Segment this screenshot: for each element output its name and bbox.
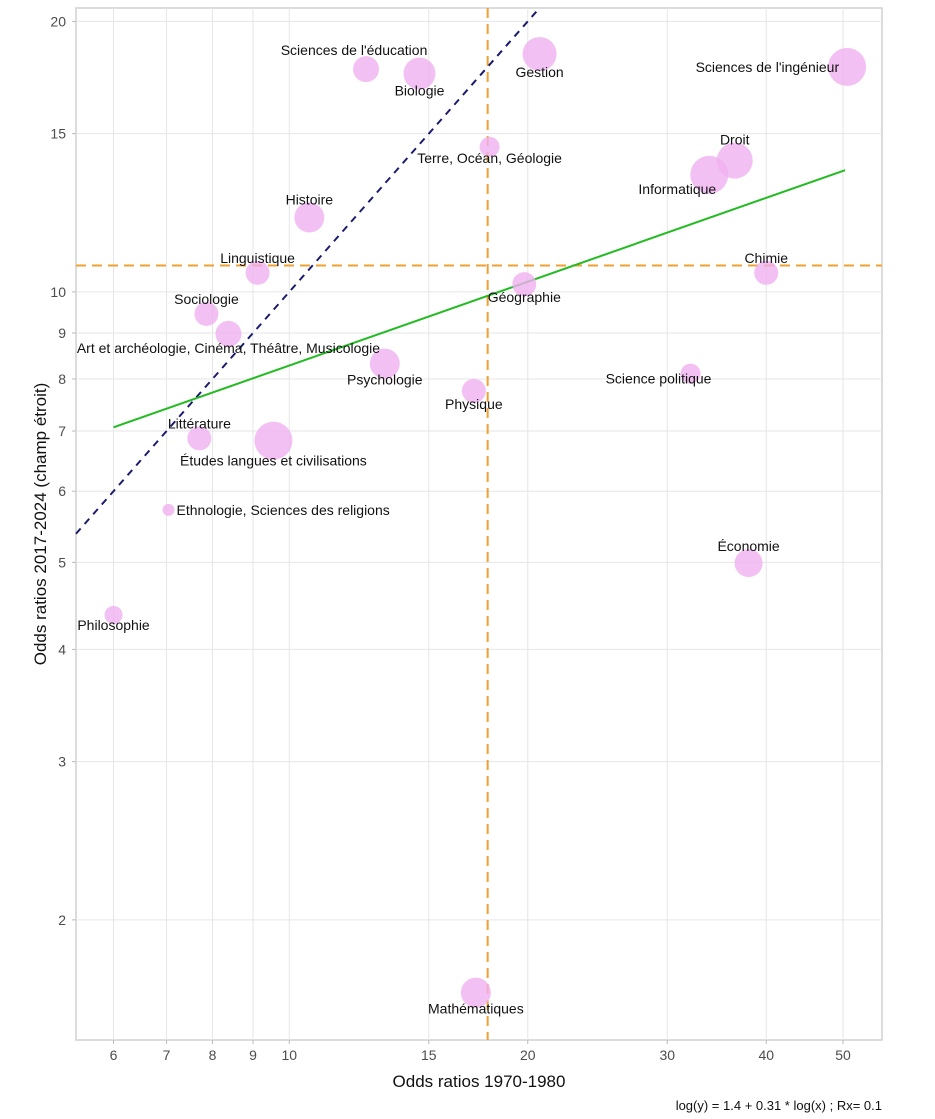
point-label: Linguistique xyxy=(220,250,295,266)
point-label: Littérature xyxy=(168,415,231,431)
data-point xyxy=(353,56,380,83)
x-tick-label: 15 xyxy=(421,1047,437,1063)
data-point xyxy=(162,503,175,516)
y-axis-title: Odds ratios 2017-2024 (champ étroit) xyxy=(31,383,50,666)
data-point xyxy=(403,57,436,90)
point-label: Sciences de l'ingénieur xyxy=(696,59,840,75)
x-tick-label: 20 xyxy=(520,1047,536,1063)
x-tick-label: 7 xyxy=(163,1047,171,1063)
point-label: Histoire xyxy=(286,192,334,208)
data-point xyxy=(194,301,219,326)
data-points xyxy=(104,36,867,1008)
data-point xyxy=(104,605,123,624)
data-point xyxy=(522,36,557,71)
y-tick-label: 15 xyxy=(50,126,66,142)
y-tick-label: 8 xyxy=(58,371,66,387)
y-tick-label: 10 xyxy=(50,284,66,300)
data-point xyxy=(461,378,486,403)
data-point xyxy=(690,155,729,194)
plot-background xyxy=(75,7,883,1041)
data-point xyxy=(187,426,212,451)
y-tick-label: 5 xyxy=(58,554,66,570)
data-point xyxy=(828,47,867,86)
point-label: Physique xyxy=(445,396,503,412)
y-tick-label: 6 xyxy=(58,483,66,499)
y-tick-label: 20 xyxy=(50,13,66,29)
point-label: Informatique xyxy=(638,181,716,197)
point-label: Mathématiques xyxy=(428,1001,524,1017)
data-point xyxy=(245,260,270,285)
data-point xyxy=(479,136,500,157)
x-tick-label: 6 xyxy=(110,1047,118,1063)
data-point xyxy=(369,348,400,379)
point-label: Gestion xyxy=(515,64,563,80)
point-label: Économie xyxy=(717,538,779,554)
point-label: Terre, Océan, Géologie xyxy=(417,150,562,166)
point-labels: Sciences de l'éducation Biologie Gestion Sc… xyxy=(77,42,840,1016)
y-tick-label: 9 xyxy=(58,325,66,341)
y-tick-label: 3 xyxy=(58,754,66,770)
x-tick-label: 9 xyxy=(249,1047,257,1063)
point-label: Art et archéologie, Cinéma, Théâtre, Mus… xyxy=(77,340,380,356)
y-tick-label: 4 xyxy=(58,641,66,657)
y-tick-label: 2 xyxy=(58,912,66,928)
data-point xyxy=(460,977,491,1008)
x-tick-label: 30 xyxy=(659,1047,675,1063)
point-label: Sociologie xyxy=(174,291,239,307)
x-axis-ticks: 6 7 8 9 10 15 20 30 40 50 xyxy=(110,1040,851,1063)
x-tick-label: 40 xyxy=(758,1047,774,1063)
point-label: Ethnologie, Sciences des religions xyxy=(177,502,390,518)
data-point xyxy=(512,272,537,297)
point-label: Sciences de l'éducation xyxy=(281,42,428,58)
data-point xyxy=(215,320,242,347)
data-point xyxy=(734,549,763,578)
y-tick-label: 7 xyxy=(58,423,66,439)
point-label: Biologie xyxy=(395,83,445,99)
point-label: Chimie xyxy=(744,250,788,266)
regression-equation: log(y) = 1.4 + 0.31 * log(x) ; Rx= 0.1 xyxy=(676,1098,882,1113)
data-point xyxy=(254,421,293,460)
x-tick-label: 8 xyxy=(209,1047,217,1063)
point-label: Géographie xyxy=(488,289,561,305)
point-label: Droit xyxy=(720,132,750,148)
regression-line xyxy=(113,169,846,429)
reference-lines xyxy=(75,7,882,1040)
data-point xyxy=(754,260,779,285)
x-tick-label: 50 xyxy=(835,1047,851,1063)
x-axis-title: Odds ratios 1970-1980 xyxy=(393,1072,566,1091)
point-label: Études langues et civilisations xyxy=(180,453,367,469)
grid xyxy=(76,8,882,1040)
data-point xyxy=(294,202,325,233)
data-point xyxy=(680,363,701,384)
x-tick-label: 10 xyxy=(281,1047,297,1063)
point-label: Science politique xyxy=(606,371,712,387)
point-label: Philosophie xyxy=(77,617,150,633)
y-axis-ticks: 2 3 4 5 6 7 8 9 10 15 20 xyxy=(50,13,76,928)
point-label: Psychologie xyxy=(347,372,423,388)
